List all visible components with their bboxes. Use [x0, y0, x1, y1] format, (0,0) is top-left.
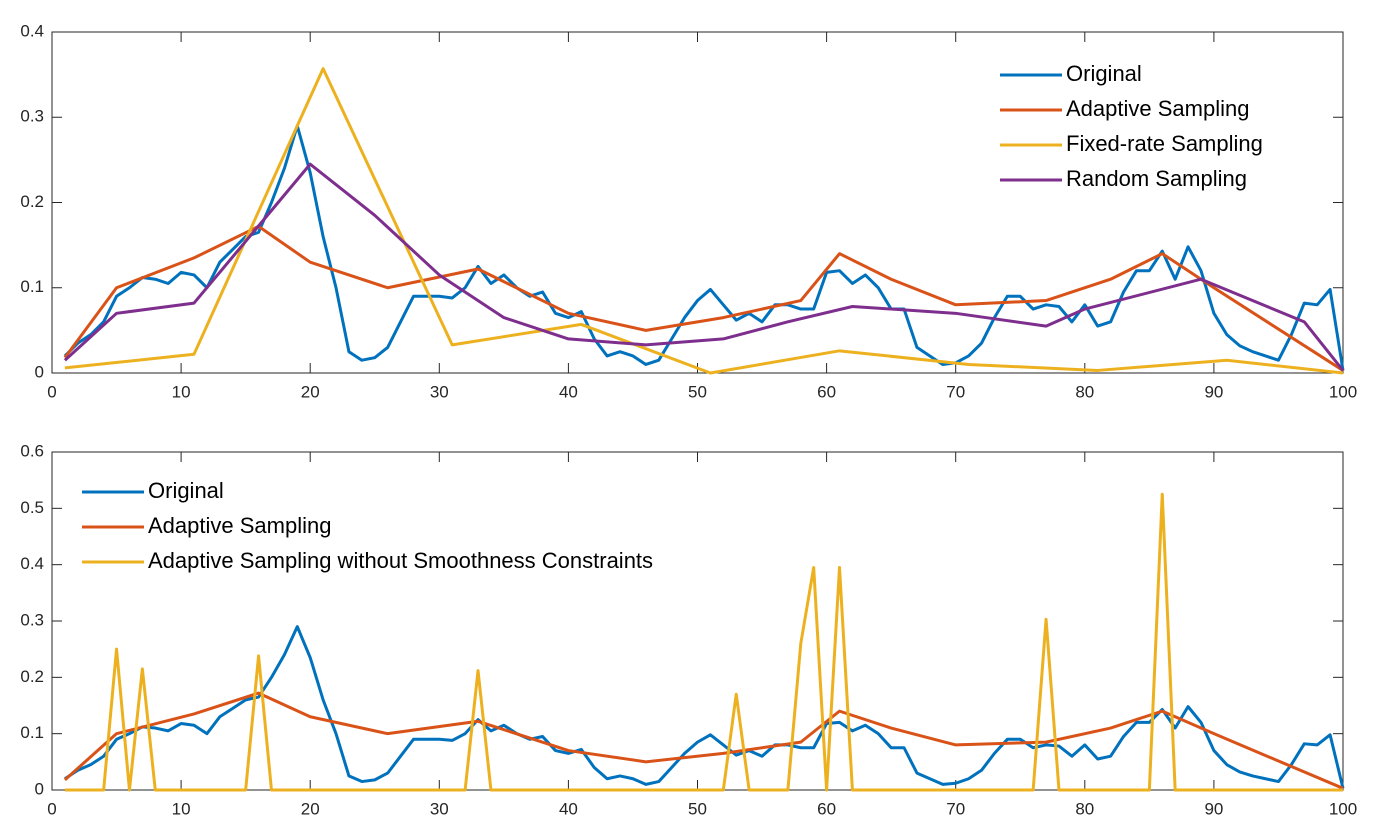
- series-line: [64, 67, 1344, 375]
- x-tick-label: 90: [1204, 799, 1223, 818]
- x-tick-label: 40: [559, 382, 578, 401]
- x-tick-label: 50: [688, 799, 707, 818]
- series-line: [64, 625, 1345, 789]
- plot-area: [51, 31, 1344, 374]
- x-tick-label: 60: [817, 799, 836, 818]
- x-tick-label: 30: [430, 382, 449, 401]
- x-tick-label: 40: [559, 799, 578, 818]
- x-tick-label: 100: [1329, 382, 1357, 401]
- legend-label: Fixed-rate Sampling: [1066, 131, 1263, 156]
- x-tick-label: 80: [1075, 382, 1094, 401]
- y-tick-label: 0.3: [20, 107, 44, 126]
- x-tick-label: 30: [430, 799, 449, 818]
- legend-label: Random Sampling: [1066, 166, 1247, 191]
- legend-label: Adaptive Sampling without Smoothness Con…: [148, 548, 653, 573]
- y-tick-label: 0.4: [20, 21, 44, 40]
- x-tick-label: 20: [301, 382, 320, 401]
- x-tick-label: 80: [1075, 799, 1094, 818]
- y-tick-label: 0.2: [20, 667, 44, 686]
- series-line: [63, 691, 1344, 790]
- series-line: [63, 162, 1345, 372]
- x-tick-label: 20: [301, 799, 320, 818]
- y-tick-label: 0.1: [20, 723, 44, 742]
- legend-label: Original: [1066, 61, 1142, 86]
- x-tick-label: 70: [946, 799, 965, 818]
- x-tick-label: 0: [47, 799, 56, 818]
- legend-label: Original: [148, 478, 224, 503]
- legend-label: Adaptive Sampling: [148, 513, 331, 538]
- y-tick-label: 0.4: [20, 554, 44, 573]
- x-tick-label: 70: [946, 382, 965, 401]
- x-tick-label: 10: [172, 799, 191, 818]
- y-tick-label: 0: [35, 779, 44, 798]
- x-tick-label: 50: [688, 382, 707, 401]
- y-tick-label: 0.6: [20, 441, 44, 460]
- x-tick-label: 90: [1204, 382, 1223, 401]
- x-tick-label: 10: [172, 382, 191, 401]
- y-tick-label: 0.5: [20, 498, 44, 517]
- series-line: [64, 492, 1343, 792]
- x-tick-label: 60: [817, 382, 836, 401]
- y-tick-label: 0: [35, 362, 44, 381]
- plot-area: [51, 451, 1344, 791]
- x-tick-label: 100: [1329, 799, 1357, 818]
- x-tick-label: 0: [47, 382, 56, 401]
- series-line: [63, 124, 1345, 371]
- legend-label: Adaptive Sampling: [1066, 96, 1249, 121]
- y-tick-label: 0.3: [20, 610, 44, 629]
- y-tick-label: 0.2: [20, 192, 44, 211]
- y-tick-label: 0.1: [20, 277, 44, 296]
